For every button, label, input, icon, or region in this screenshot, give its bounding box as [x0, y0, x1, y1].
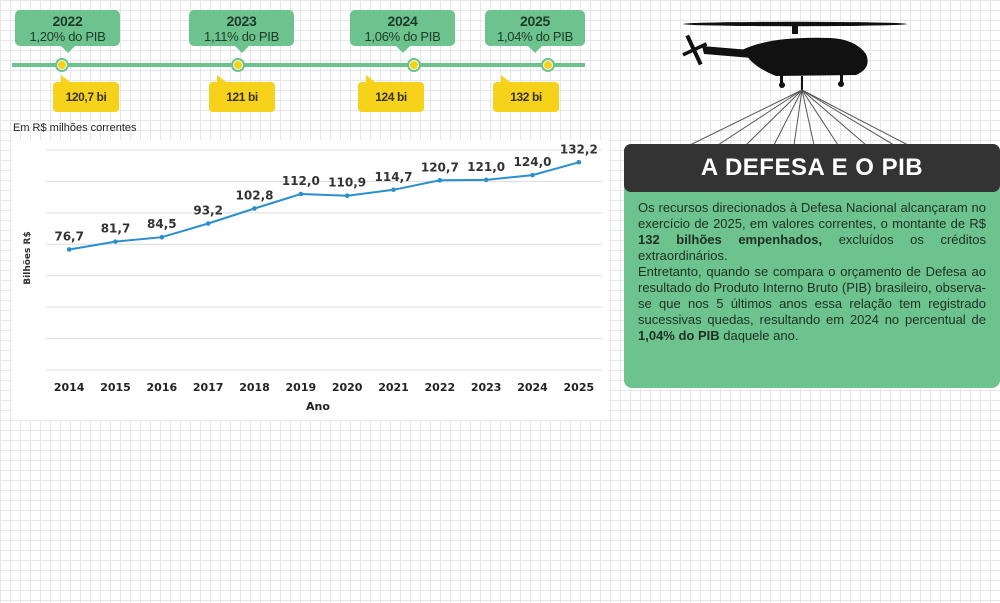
data-label-2019: 112,0	[282, 174, 320, 188]
timeline-value-badge: 132 bi	[493, 75, 559, 112]
helicopter-icon	[682, 21, 909, 146]
x-tick-2023: 2023	[471, 381, 502, 394]
x-tick-2014: 2014	[54, 381, 85, 394]
timeline-pct: 1,04% do PIB	[497, 29, 573, 44]
x-tick-2016: 2016	[147, 381, 178, 394]
data-label-2024: 124,0	[514, 155, 552, 169]
data-label-2021: 114,7	[375, 170, 413, 184]
data-label-2016: 84,5	[147, 217, 177, 231]
sling-lines	[689, 89, 909, 146]
x-tick-2025: 2025	[564, 381, 595, 394]
paragraph-2: Entretanto, quando se compara o orçament…	[638, 264, 986, 344]
data-label-2015: 81,7	[101, 222, 131, 236]
x-tick-2024: 2024	[517, 381, 548, 394]
timeline-pct: 1,06% do PIB	[364, 29, 441, 44]
line-chart: 76,7 81,7 84,5 93,2 102,8 112,0 110,9 114,7 120,…	[23, 142, 602, 413]
text-span: Entretanto, quando se compara o orçament…	[638, 264, 986, 327]
data-point-2021	[391, 187, 396, 193]
data-label-2023: 121,0	[467, 160, 505, 174]
timeline-value-badge: 124 bi	[358, 75, 424, 112]
data-points	[66, 159, 582, 252]
timeline-dot	[407, 58, 421, 72]
data-point-2022	[437, 178, 443, 183]
timeline-line	[12, 63, 585, 67]
x-tick-2021: 2021	[378, 381, 409, 394]
paragraph-1: Os recursos direcionados à Defesa Nacion…	[638, 200, 986, 264]
data-point-2024	[530, 172, 535, 178]
data-point-2018	[252, 206, 257, 211]
x-tick-2019: 2019	[286, 381, 317, 394]
timeline-pct: 1,11% do PIB	[204, 29, 279, 44]
chart-panel: 76,7 81,7 84,5 93,2 102,8 112,0 110,9 114,7 120,…	[12, 140, 609, 420]
x-tick-2017: 2017	[193, 381, 224, 394]
x-tick-labels: 2014 2015 2016 2017 2018 2019 2020 2021 2022 2023…	[54, 381, 594, 394]
data-labels: 76,7 81,7 84,5 93,2 102,8 112,0 110,9 114,7 120,…	[54, 142, 597, 243]
info-panel-body: Os recursos direcionados à Defesa Nacion…	[624, 182, 1000, 388]
data-label-2014: 76,7	[54, 229, 84, 243]
helicopter-illustration	[680, 12, 910, 147]
timeline-dot	[55, 58, 69, 72]
data-label-2018: 102,8	[236, 188, 274, 202]
text-span: daquele ano.	[719, 328, 799, 343]
x-tick-2022: 2022	[425, 381, 456, 394]
data-label-2020: 110,9	[328, 176, 366, 190]
x-tick-2020: 2020	[332, 381, 363, 394]
x-tick-2018: 2018	[239, 381, 270, 394]
timeline-year-box-2025: 2025 1,04% do PIB	[485, 10, 585, 53]
data-point-2023	[483, 177, 489, 183]
timeline-value-badge: 121 bi	[209, 75, 275, 112]
timeline-year: 2022	[52, 13, 83, 29]
timeline-dot	[541, 58, 555, 72]
timeline-year: 2023	[226, 13, 257, 29]
timeline-year-box-2023: 2023 1,11% do PIB	[189, 10, 294, 53]
data-point-2017	[205, 221, 211, 226]
text-span: Os recursos direcionados à Defesa Nacion…	[638, 200, 986, 231]
y-axis-label: Bilhões R$	[23, 231, 33, 284]
series-line	[69, 161, 580, 251]
text-bold: 132 bilhões empenhados,	[638, 232, 823, 247]
data-label-2022: 120,7	[421, 160, 459, 174]
timeline-pct: 1,20% do PIB	[29, 29, 106, 44]
data-point-2016	[159, 234, 165, 240]
text-bold: 1,04% do PIB	[638, 328, 720, 343]
x-tick-2015: 2015	[100, 381, 131, 394]
data-label-2017: 93,2	[193, 204, 223, 218]
data-point-2020	[344, 193, 350, 199]
data-point-2015	[113, 239, 118, 244]
data-point-2014	[66, 247, 72, 252]
text-span: excluídos os créditos extraordinários.	[638, 232, 986, 263]
data-label-2025: 132,2	[560, 142, 598, 156]
data-point-2025	[576, 159, 582, 165]
x-axis-label: Ano	[306, 400, 330, 413]
panel-title: A DEFESA E O PIB	[624, 144, 1000, 192]
timeline-year: 2024	[387, 13, 418, 29]
timeline-year: 2025	[520, 13, 550, 29]
timeline-year-box-2022: 2022 1,20% do PIB	[15, 10, 120, 53]
timeline-year-box-2024: 2024 1,06% do PIB	[350, 10, 455, 53]
timeline-value-badge: 120,7 bi	[53, 75, 119, 112]
data-point-2019	[298, 191, 304, 197]
chart-gridlines	[46, 149, 602, 371]
units-note: Em R$ milhões correntes	[13, 122, 137, 134]
timeline-dot	[231, 58, 245, 72]
